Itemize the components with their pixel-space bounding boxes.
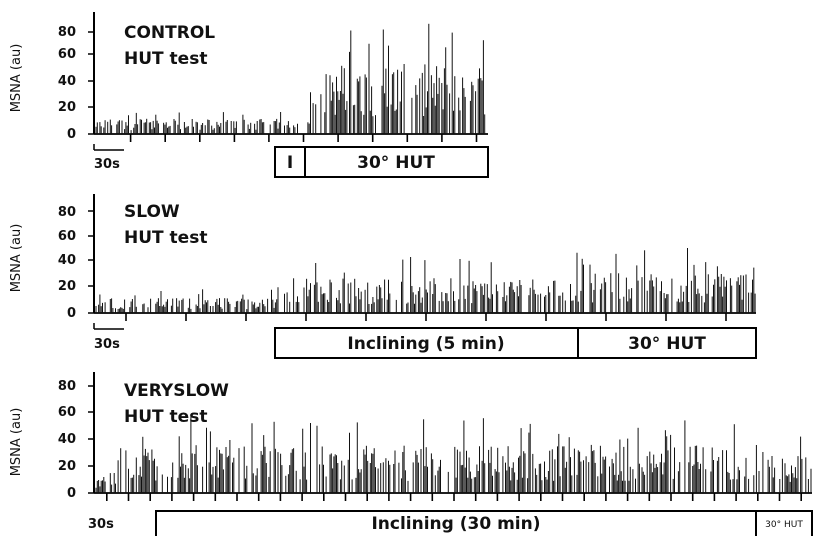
y-tick-40: 40 [58,432,76,447]
phase-label-hut: 30° HUT [628,334,706,354]
minute-marks [106,493,803,501]
phase-label-incline: Inclining (30 min) [371,514,540,534]
y-axis-label: MSNA (au) [9,224,24,293]
panel-subtitle: HUT test [124,49,207,69]
phase-box-hut [755,510,813,536]
panel-control: MSNA (au) 80 60 40 20 0 CONTROL HUT test… [9,12,489,178]
panel-subtitle: HUT test [124,407,207,427]
y-tick-60: 60 [58,47,76,62]
phase-label-incline: Inclining (5 min) [347,334,504,354]
y-tick-80: 80 [58,25,76,40]
msna-trace [95,248,756,313]
phase-label-hut: 30° HUT [765,520,803,530]
panel-title: SLOW [124,202,180,222]
y-tick-20: 20 [58,459,76,474]
scale-bar-label: 30s [88,517,114,532]
y-axis-label: MSNA (au) [9,408,24,477]
y-tick-0: 0 [67,306,76,321]
phase-label-hut: 30° HUT [357,153,435,173]
y-tick-40: 40 [58,74,76,89]
y-tick-0: 0 [67,127,76,142]
y-tick-0: 0 [67,486,76,501]
phase-label-incline: I [287,153,293,173]
panel-title: CONTROL [124,23,215,43]
y-tick-20: 20 [58,100,76,115]
y-axis-label: MSNA (au) [9,44,24,113]
phase-box-hut [304,146,489,178]
minute-marks [129,134,478,142]
panel-slow: MSNA (au) 80 60 40 20 0 SLOW HUT test 30… [9,194,757,359]
panel-title: VERYSLOW [124,381,229,401]
y-tick-60: 60 [58,405,76,420]
panel-subtitle: HUT test [124,228,207,248]
y-tick-40: 40 [58,253,76,268]
y-tick-60: 60 [58,229,76,244]
msna-trace [95,416,812,493]
phase-box-hut [577,327,757,359]
y-tick-20: 20 [58,279,76,294]
scale-bar-label: 30s [94,157,120,172]
scale-bar-label: 30s [94,337,120,352]
panel-veryslow: MSNA (au) 80 60 40 20 0 VERYSLOW HUT tes… [9,372,813,536]
msna-trace [95,23,486,134]
y-tick-80: 80 [58,205,76,220]
y-tick-80: 80 [58,379,76,394]
minute-marks [125,313,727,321]
